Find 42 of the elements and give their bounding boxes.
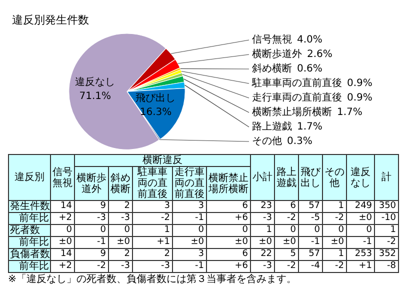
text: 信号無視 (50, 154, 74, 200)
text: 計 (374, 154, 399, 200)
data-label: 16.3% (140, 107, 172, 118)
text: 路上遊戯 (274, 154, 299, 200)
text: ※「違反なし」の死者数、負傷者数には第３当事者を含みます。 (8, 274, 298, 286)
slice-label: 路上遊戯 (252, 120, 292, 133)
slice-label: 走行車両の直前直後 (252, 92, 342, 104)
text: 飛び出し (298, 154, 323, 200)
data-label: 0.9% (347, 78, 372, 90)
text: 横断違反 (74, 154, 251, 166)
data-label: 71.1% (79, 90, 112, 102)
text: 発生件数 14 9 2 3 3 6 23 6 57 1 249 350 (10, 201, 396, 212)
data-label: 0.3% (287, 136, 312, 148)
data-label: 2.6% (307, 49, 332, 60)
slice-label: 違反なし (75, 76, 116, 88)
slice-label: 横断禁止場所横断 (252, 106, 332, 118)
text: その他 (322, 154, 347, 200)
text: 負傷者数 14 9 2 2 3 6 22 5 57 1 253 352 (10, 249, 396, 260)
text: 走行車両の直前直後 (172, 166, 206, 200)
slice-label: 信号無視 (252, 34, 292, 46)
text: 違反なし (346, 154, 375, 200)
text: 前年比 +2 -3 -3 -2 -1 +6 -3 -2 -5 -2 ±0 -10 (19, 213, 396, 224)
chart-title: 違反別発生件数 (12, 13, 89, 26)
data-label: 0.9% (347, 92, 372, 104)
text: 小計 (250, 154, 275, 200)
text: 前年比 +2 -2 -3 -3 -1 +6 -3 -2 -4 -2 +1 -8 (19, 261, 396, 272)
text: 横断歩道外 (74, 166, 108, 200)
slice-label: 飛び出し (136, 92, 176, 104)
slice-label: その他 (252, 135, 282, 148)
slice-label: 横断歩道外 (252, 48, 302, 60)
text: 死者数 0 0 0 1 0 0 1 0 0 0 0 1 (10, 225, 396, 236)
text: 横断禁止場所横断 (206, 166, 251, 200)
data-label: 1.7% (297, 122, 322, 133)
text: 前年比 ±0 -1 ±0 +1 ±0 ±0 ±0 ±0 -1 ±0 -1 -2 (19, 237, 396, 248)
slice-label: 駐車車両の直前直後 (251, 77, 342, 90)
text: 斜め横断 (108, 166, 132, 200)
data-label: 0.6% (297, 64, 322, 75)
data-label: 1.7% (337, 107, 362, 118)
text: 駐車車両の直前直後 (132, 166, 172, 200)
slice-label: 斜め横断 (252, 62, 292, 75)
data-label: 4.0% (297, 34, 322, 46)
text: 違反別 (8, 154, 50, 200)
